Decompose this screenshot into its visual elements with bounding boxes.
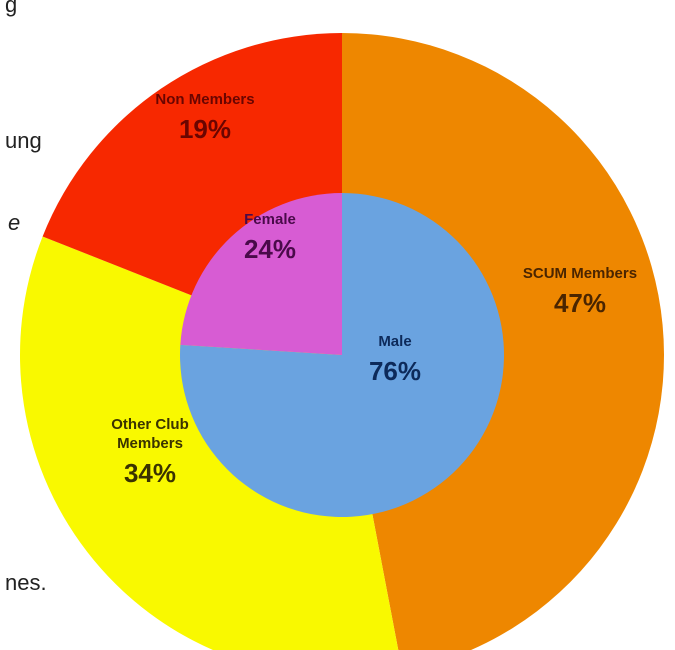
label-other-club-members-name-line-1: Other Club	[111, 416, 189, 433]
background-text-fragment-4: nes.	[5, 570, 47, 595]
label-female-name: Female	[244, 211, 296, 228]
slice-female	[180, 193, 342, 355]
label-male-value: 76%	[369, 356, 421, 386]
label-other-club-members-value: 34%	[124, 458, 176, 488]
background-text-fragment-2: ung	[5, 128, 42, 153]
label-scum-members-name: SCUM Members	[523, 265, 637, 282]
label-male-name: Male	[378, 333, 411, 350]
label-non-members-value: 19%	[179, 114, 231, 144]
background-text-fragment-3: e	[8, 210, 21, 235]
label-scum-members-value: 47%	[554, 288, 606, 318]
inner-ring	[180, 193, 505, 517]
background-text-fragment-1: g	[5, 0, 18, 17]
label-female-value: 24%	[244, 234, 296, 264]
label-non-members-name: Non Members	[155, 91, 254, 108]
slice-labels: SCUM Members 47% Other Club Members 34% Non M…	[111, 91, 637, 488]
label-other-club-members-name-line-2: Members	[117, 435, 183, 452]
